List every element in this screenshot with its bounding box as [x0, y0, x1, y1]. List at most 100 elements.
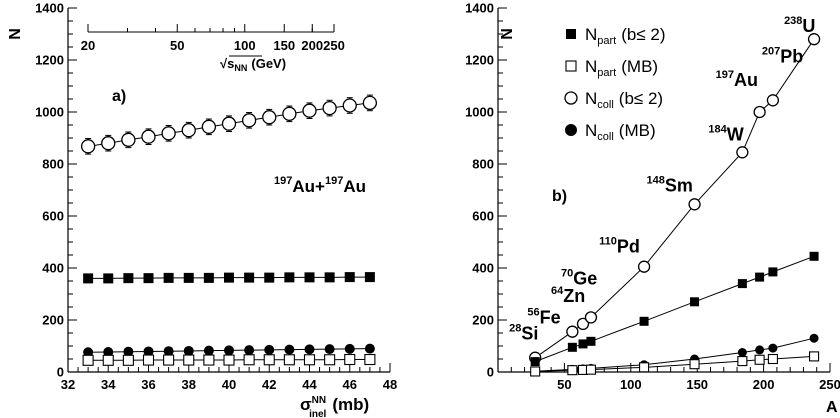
- data-point: [753, 105, 766, 119]
- data-point: [807, 33, 821, 46]
- nucleus-mass: 110: [599, 236, 617, 248]
- nucleus-symbol: Pd: [617, 237, 640, 257]
- y-tick-label: 0: [57, 365, 64, 380]
- data-point: [737, 348, 747, 357]
- data-point: [324, 344, 335, 355]
- nucleus-label: 64Zn: [551, 285, 585, 306]
- y-axis-label: N: [7, 28, 24, 40]
- legend-base: N: [585, 25, 597, 44]
- data-point: [754, 354, 765, 365]
- data-point: [578, 339, 588, 349]
- data-point: [122, 354, 134, 366]
- legend-sub: part: [597, 35, 616, 47]
- data-point: [737, 279, 747, 289]
- data-point: [282, 106, 297, 121]
- top-label-sqrt: √: [220, 56, 228, 71]
- data-point: [262, 110, 277, 125]
- data-point: [586, 336, 596, 346]
- legend-sub: coll: [597, 131, 614, 143]
- nucleus-symbol: Fe: [540, 308, 561, 328]
- x-tick-label: 40: [222, 377, 236, 392]
- data-point: [284, 344, 295, 355]
- data-point: [203, 345, 214, 356]
- y-tick-label: 1200: [465, 53, 494, 68]
- panel-b: 0 200 400 600 800 1000 1200 1400 50 100 150 200 250 N…: [465, 1, 840, 417]
- data-point: [284, 272, 295, 283]
- x-label-unit: (mb): [332, 395, 369, 414]
- data-point: [576, 317, 590, 331]
- nucleus-label: 197Au: [716, 69, 758, 90]
- x-axis-label: σNN inel (mb): [300, 395, 369, 418]
- x-tick-label: 46: [343, 377, 357, 392]
- y-tick-label: 600: [42, 209, 64, 224]
- nucleus-mass: 28: [509, 323, 521, 335]
- top-label-var: s: [227, 56, 234, 71]
- nucleus-label: 28Si: [509, 323, 538, 344]
- legend-label: Npart (b≤ 2): [585, 25, 666, 47]
- legend-sub: part: [597, 67, 616, 79]
- system-label: 197Au+197Au: [274, 175, 366, 196]
- x-tick-label: 250: [819, 377, 840, 392]
- data-point: [364, 272, 375, 283]
- data-point: [103, 273, 114, 284]
- data-point: [344, 353, 356, 366]
- data-point: [736, 146, 749, 159]
- data-point: [768, 267, 778, 277]
- data-point: [639, 316, 649, 326]
- nucleus-label: 207Pb: [762, 45, 803, 66]
- data-point: [143, 346, 154, 357]
- y-tick-label: 1000: [35, 105, 64, 120]
- nucleus-symbol: Sm: [665, 175, 693, 195]
- data-point: [161, 126, 176, 141]
- data-point: [183, 354, 195, 366]
- data-point: [755, 272, 765, 282]
- legend-base: N: [585, 89, 597, 108]
- data-point: [183, 345, 194, 356]
- data-point: [768, 343, 778, 353]
- panel-label-a: a): [112, 88, 126, 105]
- x-tick-label: 38: [182, 377, 196, 392]
- series-line: [535, 337, 815, 372]
- nucleus-symbol: Si: [521, 324, 538, 344]
- legend-marker: [565, 60, 577, 72]
- y-tick-label: 0: [487, 365, 494, 380]
- data-point: [567, 365, 578, 376]
- x-label-symbol: σ: [300, 395, 312, 414]
- data-point: [344, 343, 355, 354]
- legend-marker: [565, 124, 577, 136]
- data-point: [143, 273, 154, 284]
- top-axis-tick-label: 150: [273, 38, 295, 53]
- y-tick-label: 600: [472, 209, 494, 224]
- top-axis-tick-label: 50: [170, 38, 184, 53]
- legend-suffix: (b≤ 2): [621, 25, 665, 44]
- legend-suffix: (b≤ 2): [619, 89, 663, 108]
- legend-suffix: (MB): [619, 121, 656, 140]
- nucleus-label: 184W: [708, 123, 743, 144]
- system-label-mass1: 197: [274, 175, 292, 187]
- x-tick-label: 34: [101, 377, 116, 392]
- x-tick-label: 150: [686, 377, 708, 392]
- data-point: [809, 351, 820, 362]
- data-point: [101, 136, 116, 151]
- data-point: [163, 354, 175, 366]
- top-axis-tick-label: 250: [323, 38, 345, 53]
- x-tick-label: 36: [141, 377, 155, 392]
- data-point: [244, 272, 255, 283]
- data-point: [224, 272, 234, 283]
- data-point: [342, 98, 357, 113]
- system-label-mass2: 197: [325, 175, 343, 187]
- data-point: [584, 311, 598, 324]
- data-point: [224, 345, 234, 356]
- legend-label: Ncoll (MB): [585, 121, 656, 143]
- x-tick-label: 48: [383, 377, 397, 392]
- data-point: [809, 251, 819, 261]
- data-point: [690, 297, 700, 307]
- series-line: [535, 355, 815, 372]
- data-point: [121, 132, 136, 147]
- data-point: [364, 353, 376, 366]
- data-point: [83, 347, 94, 358]
- x-tick-label: 44: [302, 377, 317, 392]
- x-tick-label: 200: [753, 377, 775, 392]
- y-tick-label: 1400: [35, 1, 64, 16]
- data-point: [324, 354, 336, 366]
